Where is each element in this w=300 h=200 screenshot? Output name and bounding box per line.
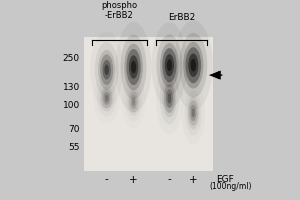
FancyBboxPatch shape: [84, 37, 213, 171]
Ellipse shape: [126, 49, 141, 85]
Ellipse shape: [102, 60, 111, 80]
Text: EGF: EGF: [216, 175, 233, 184]
Ellipse shape: [132, 98, 135, 106]
Text: +: +: [189, 175, 198, 185]
Ellipse shape: [190, 59, 196, 72]
Ellipse shape: [129, 91, 138, 113]
Ellipse shape: [131, 61, 136, 73]
Ellipse shape: [121, 35, 146, 99]
Text: 250: 250: [63, 54, 80, 63]
Ellipse shape: [174, 20, 213, 110]
Text: 55: 55: [68, 143, 80, 152]
Ellipse shape: [101, 89, 112, 108]
Ellipse shape: [98, 50, 115, 90]
Ellipse shape: [183, 42, 203, 89]
Ellipse shape: [188, 100, 198, 126]
Ellipse shape: [164, 84, 175, 113]
Ellipse shape: [160, 43, 179, 87]
Ellipse shape: [116, 22, 152, 112]
Text: phospho
-ErBB2: phospho -ErBB2: [101, 1, 137, 20]
Ellipse shape: [130, 95, 137, 109]
Text: 100: 100: [63, 101, 80, 110]
Ellipse shape: [185, 47, 201, 83]
Ellipse shape: [162, 48, 177, 82]
Ellipse shape: [188, 54, 198, 77]
Text: 130: 130: [63, 83, 80, 92]
Ellipse shape: [157, 34, 182, 96]
Ellipse shape: [167, 93, 171, 104]
Ellipse shape: [166, 89, 173, 108]
Text: ErBB2: ErBB2: [168, 13, 195, 22]
Ellipse shape: [124, 44, 143, 90]
Ellipse shape: [95, 42, 118, 97]
Text: (100ng/ml): (100ng/ml): [210, 182, 252, 191]
Text: +: +: [129, 175, 138, 185]
Ellipse shape: [129, 55, 138, 79]
Ellipse shape: [152, 22, 187, 108]
Ellipse shape: [162, 80, 176, 117]
Text: 70: 70: [68, 125, 80, 134]
Ellipse shape: [167, 59, 172, 71]
Ellipse shape: [105, 95, 109, 102]
Ellipse shape: [179, 33, 207, 98]
Ellipse shape: [100, 86, 114, 111]
Ellipse shape: [192, 109, 195, 117]
Ellipse shape: [165, 54, 174, 76]
Ellipse shape: [190, 105, 196, 121]
Text: -: -: [167, 175, 171, 185]
Ellipse shape: [104, 64, 109, 75]
Polygon shape: [209, 71, 221, 80]
Ellipse shape: [100, 54, 113, 85]
Ellipse shape: [103, 92, 110, 105]
Ellipse shape: [187, 97, 200, 129]
Text: -: -: [105, 175, 109, 185]
